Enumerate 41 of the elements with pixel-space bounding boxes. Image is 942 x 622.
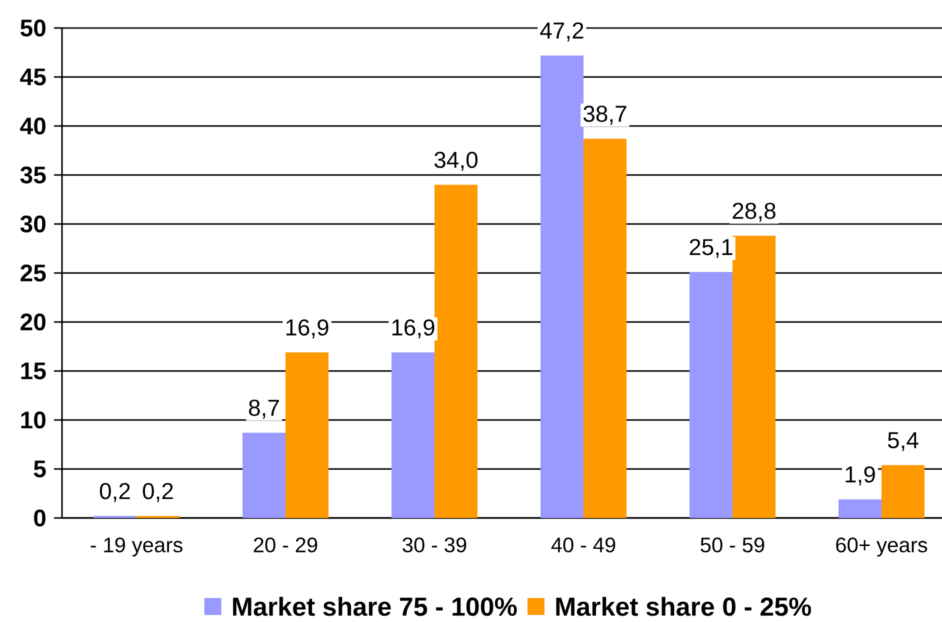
y-tick-label: 15 xyxy=(21,362,46,380)
y-tick-label: 30 xyxy=(20,215,46,233)
bar xyxy=(434,184,478,518)
x-tick-label: - 19 years xyxy=(90,538,182,557)
y-tick-label: 20 xyxy=(20,314,46,330)
bar xyxy=(732,236,776,518)
bar xyxy=(838,499,882,518)
y-tick-label: 40 xyxy=(20,118,46,134)
x-tick-label: 20 - 29 xyxy=(254,538,318,552)
legend-label: Market share 0 - 25% xyxy=(556,596,812,616)
data-label: 8,7 xyxy=(249,400,279,419)
bar xyxy=(392,352,435,518)
data-label: 16,9 xyxy=(286,319,328,338)
y-tick-label: 45 xyxy=(20,68,46,86)
x-tick-label: 60+ years xyxy=(836,538,928,557)
x-tick-label: 50 - 59 xyxy=(700,538,764,552)
bar xyxy=(286,352,329,518)
x-tick-label: 40 - 49 xyxy=(551,538,616,552)
data-label: 28,8 xyxy=(732,202,776,222)
bar xyxy=(540,55,584,518)
data-label: 16,9 xyxy=(392,319,434,338)
y-tick-label: 50 xyxy=(20,20,46,36)
data-label: 1,9 xyxy=(846,466,875,486)
y-tick-label: 5 xyxy=(34,460,46,478)
y-tick-label: 10 xyxy=(21,412,46,428)
y-tick-label: 35 xyxy=(20,166,46,184)
x-tick-label: 30 - 39 xyxy=(402,538,466,552)
data-label: 0,2 xyxy=(100,482,130,502)
data-label: 5,4 xyxy=(888,432,918,452)
data-label: 25,1 xyxy=(690,238,732,258)
y-tick-label: 25 xyxy=(20,264,46,282)
bar xyxy=(690,272,733,518)
bar xyxy=(584,138,627,518)
data-label: 38,7 xyxy=(584,106,626,125)
data-label: 47,2 xyxy=(540,22,584,42)
data-label: 0,2 xyxy=(142,482,173,502)
data-label: 34,0 xyxy=(434,152,478,171)
y-tick-label: 0 xyxy=(34,510,46,526)
legend-label: Market share 75 - 100% xyxy=(233,596,517,616)
bar xyxy=(882,465,925,518)
bar xyxy=(242,432,286,518)
